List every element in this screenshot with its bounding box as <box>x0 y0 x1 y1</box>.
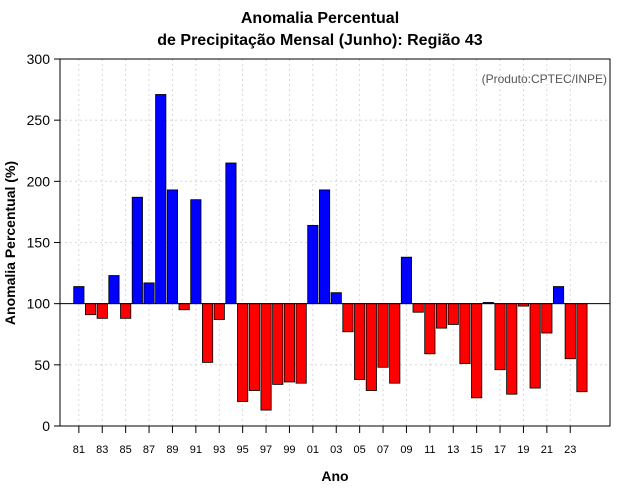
x-tick-label: 97 <box>260 444 272 456</box>
bar-11 <box>424 303 436 355</box>
bar-00 <box>295 303 307 384</box>
bar-09 <box>400 256 412 305</box>
bar-84 <box>108 275 120 305</box>
x-tick-label: 05 <box>354 444 366 456</box>
bar-83 <box>96 303 108 319</box>
bar-15 <box>471 303 483 399</box>
bar-99 <box>283 303 295 383</box>
x-tick-label: 23 <box>564 444 576 456</box>
y-tick-label: 0 <box>42 418 50 434</box>
bar-14 <box>459 303 471 365</box>
bar-81 <box>73 286 85 305</box>
x-tick-label: 83 <box>96 444 108 456</box>
x-tick-label: 03 <box>330 444 342 456</box>
bar-04 <box>342 303 354 333</box>
x-tick-label: 93 <box>213 444 225 456</box>
y-tick-label: 200 <box>27 173 51 189</box>
bar-91 <box>190 199 202 305</box>
chart-title-line-2: de Precipitação Mensal (Junho): Região 4… <box>157 32 483 49</box>
bar-05 <box>354 303 366 380</box>
y-tick-label: 100 <box>27 296 51 312</box>
y-tick-label: 150 <box>27 235 51 251</box>
bar-95 <box>237 303 249 402</box>
x-tick-label: 21 <box>541 444 553 456</box>
bar-89 <box>166 189 179 305</box>
x-tick-label: 19 <box>517 444 529 456</box>
bar-88 <box>155 94 167 305</box>
x-tick-label: 01 <box>307 444 319 456</box>
bar-01 <box>307 224 319 305</box>
bar-90 <box>178 303 190 311</box>
x-tick-label: 09 <box>400 444 412 456</box>
x-tick-label: 15 <box>471 444 483 456</box>
x-tick-label: 13 <box>447 444 459 456</box>
x-tick-label: 17 <box>494 444 506 456</box>
bar-82 <box>85 303 97 316</box>
bar-12 <box>435 303 448 329</box>
bar-21 <box>541 303 553 334</box>
x-tick-label: 99 <box>283 444 295 456</box>
y-tick-label: 300 <box>27 51 51 67</box>
source-credit: (Produto:CPTEC/INPE) <box>481 72 607 86</box>
bar-08 <box>389 303 401 384</box>
bar-10 <box>412 303 424 313</box>
x-tick-label: 95 <box>237 444 249 456</box>
x-tick-label: 07 <box>377 444 389 456</box>
bar-93 <box>213 303 225 320</box>
bar-03 <box>330 292 342 305</box>
x-tick-label: 81 <box>73 444 85 456</box>
bar-17 <box>494 303 506 371</box>
bar-23 <box>564 303 576 360</box>
y-axis-label: Anomalia Percentual (%) <box>2 160 18 326</box>
bar-92 <box>201 303 214 363</box>
y-tick-label: 250 <box>27 112 51 128</box>
bar-22 <box>553 286 565 305</box>
bar-06 <box>365 303 377 391</box>
bar-96 <box>248 303 260 391</box>
bar-24 <box>576 303 588 393</box>
bar-85 <box>120 303 132 319</box>
bar-20 <box>529 303 541 389</box>
bar-02 <box>318 189 331 305</box>
y-tick-label: 50 <box>34 357 50 373</box>
bar-18 <box>506 303 518 395</box>
bar-87 <box>143 282 155 305</box>
bar-86 <box>131 196 143 305</box>
x-tick-label: 87 <box>143 444 155 456</box>
x-tick-label: 89 <box>166 444 178 456</box>
bar-07 <box>377 303 389 368</box>
x-axis-label: Ano <box>321 468 349 484</box>
bar-94 <box>225 162 237 305</box>
bar-98 <box>272 303 284 385</box>
x-tick-label: 91 <box>190 444 202 456</box>
x-tick-label: 11 <box>424 444 435 456</box>
chart-title-line-1: Anomalia Percentual <box>240 10 400 27</box>
x-tick-label: 85 <box>120 444 132 456</box>
bar-97 <box>260 303 272 411</box>
bar-13 <box>447 303 459 325</box>
